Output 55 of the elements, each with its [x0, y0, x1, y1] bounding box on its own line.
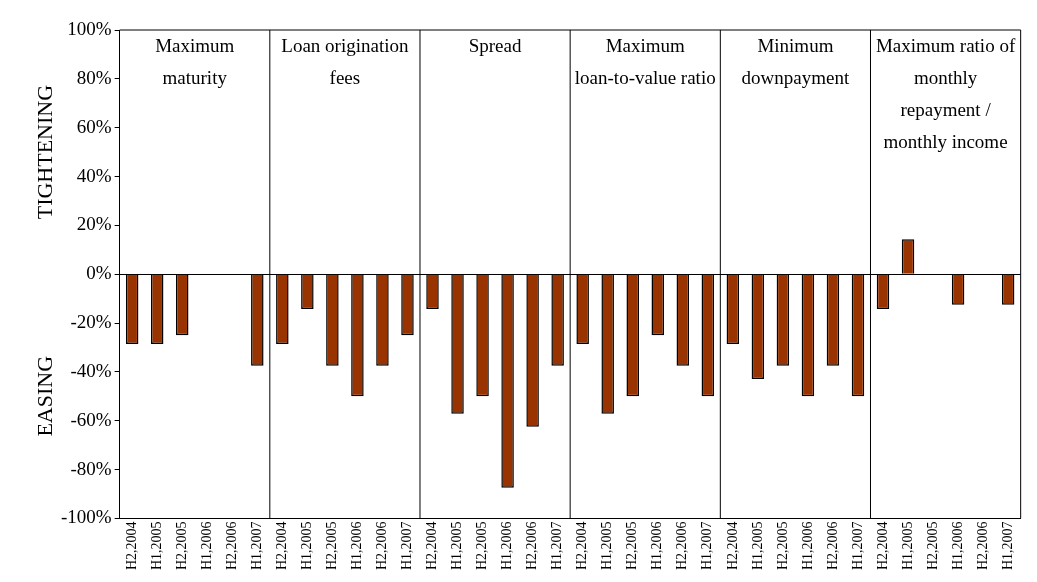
y-tick-label: -80% [70, 457, 112, 479]
x-tick-label: H2,2004 [424, 521, 440, 571]
x-tick-label: H1,2006 [349, 521, 365, 571]
annotation: Maximum ratio of monthly repayment / monthly income [875, 35, 1016, 153]
x-tick-label: H2,2006 [974, 521, 990, 571]
x-tick-label: H1,2005 [148, 521, 164, 571]
x-tick-label: H2,2005 [173, 521, 189, 571]
x-tick-label: H1,2006 [499, 521, 515, 571]
y-tick-label: 0% [86, 262, 112, 284]
x-tick-label: H1,2005 [899, 521, 915, 571]
text: EASING [31, 355, 57, 437]
y-tick-label: -40% [70, 359, 112, 381]
x-tick-label: H1,2006 [799, 521, 815, 571]
x-tick-label: H2,2004 [724, 521, 740, 571]
annotation: Maximum maturity [155, 35, 235, 89]
x-tick-label: H2,2005 [774, 521, 790, 571]
x-tick-label: H2,2005 [474, 521, 490, 571]
x-tick-label: H2,2006 [223, 521, 239, 571]
annotation: Loan origination fees [281, 35, 409, 89]
y-tick-label: 40% [76, 164, 112, 186]
x-tick-label: H2,2005 [624, 521, 640, 571]
x-tick-label: H2,2006 [824, 521, 840, 571]
y-tick-label: -60% [70, 408, 112, 430]
x-tick-label: H2,2006 [374, 521, 390, 571]
y-tick-label: 100% [67, 17, 112, 39]
y-axis-title: TIGHTENING [31, 84, 57, 220]
x-tick-label: H2,2004 [874, 521, 890, 571]
annotation: Minimum downpayment [741, 35, 850, 89]
x-tick-label: H2,2004 [123, 521, 139, 571]
x-tick-label: H2,2005 [924, 521, 940, 571]
x-tick-label: H1,2007 [248, 521, 264, 571]
x-tick-label: H2,2004 [274, 521, 290, 571]
y-tick-label: 20% [76, 213, 112, 235]
x-tick-label: H1,2006 [198, 521, 214, 571]
x-tick-label: H1,2007 [999, 521, 1015, 571]
x-tick-label: H1,2007 [549, 521, 565, 571]
x-tick-label: H2,2005 [324, 521, 340, 571]
x-tick-label: H1,2006 [649, 521, 665, 571]
x-tick-label: H1,2005 [599, 521, 615, 571]
y-tick-label: 80% [76, 66, 112, 88]
x-tick-label: H1,2005 [299, 521, 315, 571]
x-tick-label: H1,2005 [749, 521, 765, 571]
x-tick-label: H2,2006 [674, 521, 690, 571]
annotation: Maximum loan-to-value ratio [574, 35, 716, 89]
annotation: Spread [468, 35, 522, 57]
x-tick-label: H2,2006 [524, 521, 540, 571]
y-tick-label: -100% [61, 506, 112, 528]
x-tick-label: H1,2007 [699, 521, 715, 571]
y-tick-label: -20% [70, 311, 112, 333]
x-tick-label: H1,2005 [449, 521, 465, 571]
x-tick-label: H1,2007 [399, 521, 415, 571]
x-tick-label: H1,2007 [849, 521, 865, 571]
y-tick-label: 60% [76, 115, 112, 137]
x-tick-label: H2,2004 [574, 521, 590, 571]
x-tick-label: H1,2006 [949, 521, 965, 571]
